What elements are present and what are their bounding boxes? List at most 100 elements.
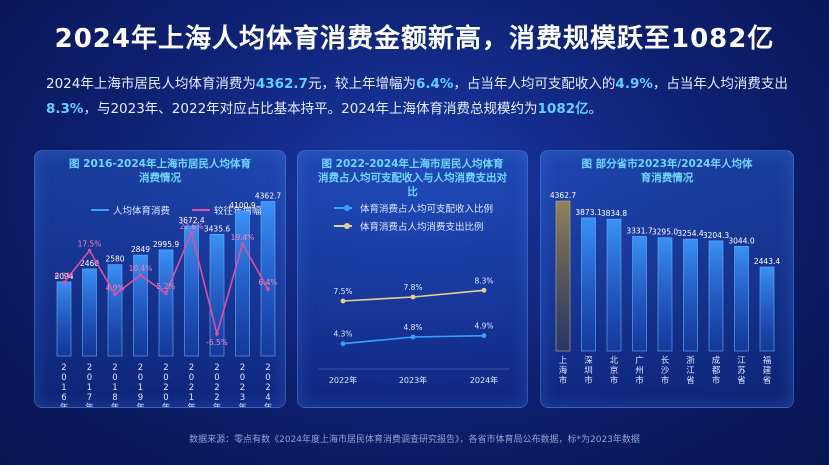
x-tick-label: 圳 <box>584 365 593 376</box>
x-tick-label: 市 <box>584 375 593 386</box>
x-tick-label: 2 <box>163 383 168 393</box>
bar-江苏省 <box>734 246 749 352</box>
bar-2019年 <box>133 254 148 357</box>
x-tick-label: 市 <box>610 375 619 386</box>
chart1-title: 图 2016-2024年上海市居民人均体育消费情况 <box>69 158 251 184</box>
x-tick-label: 沙 <box>661 366 670 376</box>
x-tick-label: 1 <box>138 383 143 393</box>
summary-text: 元，较上年增幅为 <box>307 76 416 92</box>
legend-swatch-blue <box>334 207 352 209</box>
x-tick-label: 省 <box>737 375 746 386</box>
bar-label: 3435.6 <box>204 224 230 233</box>
bar-浙江省 <box>683 238 698 352</box>
x-tick-label: 上 <box>559 356 568 366</box>
growth-label: 17.5% <box>78 240 102 249</box>
growth-point <box>113 292 117 297</box>
growth-label: 5.2% <box>156 282 175 291</box>
data-source-note: 数据来源：零点有数《2024年度上海市居民体育消费调查研究报告》，各省市体育局公… <box>189 435 640 445</box>
x-tick-label: 北 <box>610 356 619 366</box>
growth-point <box>62 280 66 285</box>
chart2-legend-1: 体育消费占人均可支配收入比例 <box>334 201 493 215</box>
x-tick-label: 8 <box>112 393 117 403</box>
x-tick-label: 0 <box>163 373 168 383</box>
x-tick-label: 深 <box>584 356 593 366</box>
growth-label: 8.3% <box>54 271 73 280</box>
summary-highlight: 1082亿 <box>537 101 589 117</box>
summary-text: ，占当年人均可支配收入的 <box>453 76 616 92</box>
legend-label: 体育消费占人均消费支出比例 <box>360 222 484 233</box>
x-tick-label: 年 <box>136 402 145 407</box>
x-tick-label: 年 <box>111 402 120 407</box>
growth-point <box>215 332 219 336</box>
series-point <box>340 298 346 304</box>
x-tick-label: 江 <box>737 356 746 366</box>
x-tick-label: 0 <box>214 373 219 383</box>
x-tick-label: 2023年 <box>399 375 427 385</box>
x-tick-label: 年 <box>60 402 69 407</box>
series-point <box>481 287 487 293</box>
series-point <box>410 294 416 300</box>
chart2-svg: 4.3% 4.8% 4.9% 7.5% 7.8% 8.3% 2022年 2023年 2024年 <box>318 276 510 385</box>
x-tick-label: 7 <box>87 393 92 403</box>
bar-label: 3295.0 <box>652 228 678 237</box>
x-tick-label: 州 <box>635 366 644 376</box>
x-tick-label: 苏 <box>737 365 746 376</box>
growth-label: -6.5% <box>206 338 228 347</box>
x-tick-label: 2024年 <box>470 375 498 385</box>
x-tick-label: 4 <box>265 393 270 403</box>
summary-text: ，占当年人均消费支出 <box>652 76 788 92</box>
x-tick-label: 2 <box>189 383 194 393</box>
x-tick-label: 2 <box>240 363 245 373</box>
bar-label: 2580 <box>105 255 124 264</box>
bar-label: 3834.8 <box>601 209 627 218</box>
x-tick-label: 市 <box>661 375 670 386</box>
bar-label: 2995.9 <box>153 240 179 249</box>
x-tick-label: 年 <box>213 402 222 407</box>
bar-label: 3672.4 <box>178 216 204 225</box>
x-tick-label: 建 <box>763 365 772 376</box>
x-tick-label: 福 <box>763 355 772 366</box>
series-point <box>481 333 487 339</box>
x-tick-label: 年 <box>187 402 196 407</box>
bar-label: 3331.7 <box>626 226 652 235</box>
bar-label: 2849 <box>131 245 150 254</box>
x-tick-label: 2 <box>214 363 219 373</box>
legend-dot <box>344 223 350 229</box>
legend-label: 体育消费占人均可支配收入比例 <box>360 204 494 215</box>
x-tick-label: 市 <box>635 375 644 386</box>
x-tick-label: 2 <box>214 383 219 393</box>
series-label: 4.8% <box>403 323 422 332</box>
bar-label: 3044.0 <box>728 236 754 245</box>
growth-point <box>164 291 168 296</box>
x-tick-label: 2 <box>265 383 270 393</box>
summary-highlight: 4.9% <box>615 76 653 92</box>
x-tick-label: 2 <box>61 363 66 373</box>
x-tick-label: 长 <box>661 355 670 366</box>
bar-2017年 <box>82 268 97 357</box>
growth-point <box>189 231 194 235</box>
legend-dot <box>344 205 350 211</box>
x-tick-label: 0 <box>265 373 270 383</box>
x-tick-label: 6 <box>61 393 66 403</box>
x-tick-label: 市 <box>559 375 568 386</box>
chart3-title: 图 部分省市2023年/2024年人均体育消费情况 <box>581 158 753 184</box>
series-point <box>410 334 416 340</box>
page-title: 2024年上海人均体育消费金额新高，消费规模跃至1082亿 <box>54 24 775 54</box>
x-tick-label: 省 <box>763 375 772 386</box>
x-tick-label: 市 <box>712 375 721 386</box>
x-tick-label: 2 <box>112 363 117 373</box>
series-label: 7.8% <box>403 283 422 292</box>
chart2-title: 图 2022-2024年上海市居民人均体育消费占人均可支配收入与人均消费支出对比 <box>318 158 507 198</box>
bar-2021年 <box>184 225 199 357</box>
series-label: 4.9% <box>474 322 493 331</box>
x-tick-label: 2 <box>214 393 219 403</box>
x-tick-label: 省 <box>686 375 695 386</box>
x-tick-label: 1 <box>112 383 117 393</box>
growth-label: 10.4% <box>129 264 153 273</box>
growth-point <box>138 273 143 277</box>
summary-text: 。 <box>588 101 603 117</box>
growth-point <box>87 248 92 253</box>
legend-label: 人均体育消费 <box>113 206 171 217</box>
x-tick-label: 0 <box>112 373 117 383</box>
summary-highlight: 6.4% <box>415 76 454 92</box>
